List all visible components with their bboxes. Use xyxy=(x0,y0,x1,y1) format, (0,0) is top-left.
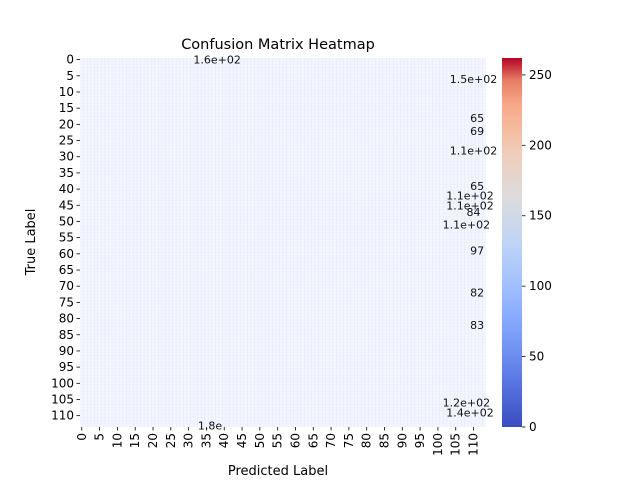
y-tick-label: 60 xyxy=(59,247,74,261)
x-tick-label: 65 xyxy=(306,433,320,448)
x-tick-label: 105 xyxy=(449,433,463,456)
y-axis-label: True Label xyxy=(24,209,39,277)
x-tick-label: 75 xyxy=(342,433,356,448)
x-tick-label: 0 xyxy=(75,433,89,441)
colorbar-tick-label: 150 xyxy=(529,209,552,223)
x-tick-label: 110 xyxy=(467,433,481,456)
cell-annotation: 1.1e+02 xyxy=(450,144,497,157)
x-tick-label: 70 xyxy=(324,433,338,448)
y-tick-label: 50 xyxy=(59,214,74,228)
y-tick-label: 20 xyxy=(59,117,74,131)
x-tick-label: 25 xyxy=(164,433,178,448)
cell-annotation: 1.1e+02 xyxy=(443,219,490,232)
x-tick-label: 95 xyxy=(413,433,427,448)
cell-annotation: 1.1e+02 xyxy=(446,199,493,212)
x-tick-label: 100 xyxy=(431,433,445,456)
y-axis-ticks: 0 5 10 15 20 25 30 35 40 45 50 55 60 65 70 75 80 85 90 95 10… xyxy=(51,53,80,423)
y-tick-label: 0 xyxy=(66,53,74,67)
x-tick-label: 30 xyxy=(182,433,196,448)
x-tick-label: 20 xyxy=(146,433,160,448)
cell-annotation: 65 xyxy=(470,180,484,193)
x-tick-label: 50 xyxy=(253,433,267,448)
y-tick-label: 45 xyxy=(59,198,74,212)
y-tick-label: 55 xyxy=(59,231,74,245)
y-tick-label: 100 xyxy=(51,376,74,390)
cell-annotations: 1.6e+021.5e+0265691.1e+02651.1e+021.1e+0… xyxy=(193,54,497,433)
cell-annotation: 1.8e xyxy=(198,419,222,432)
cell-annotation: 1.4e+02 xyxy=(446,406,493,419)
x-tick-label: 55 xyxy=(271,433,285,448)
colorbar-tick-label: 0 xyxy=(529,420,537,434)
cell-annotation: 1.1e+02 xyxy=(446,190,493,203)
y-tick-label: 105 xyxy=(51,392,74,406)
y-tick-label: 75 xyxy=(59,295,74,309)
colorbar-tick-label: 200 xyxy=(529,138,552,152)
y-tick-label: 40 xyxy=(59,182,74,196)
y-tick-label: 90 xyxy=(59,344,74,358)
heatmap-area xyxy=(80,58,486,427)
x-axis-ticks: 0 5 10 15 20 25 30 35 40 45 50 55 60 65 70 75 80 85 90 95 10… xyxy=(75,427,481,456)
x-tick-label: 35 xyxy=(199,433,213,448)
cell-annotation: 84 xyxy=(467,206,481,219)
y-tick-label: 10 xyxy=(59,85,74,99)
colorbar xyxy=(502,58,522,427)
x-tick-label: 10 xyxy=(110,433,124,448)
cell-annotation: 83 xyxy=(470,319,484,332)
cell-annotation: 1.2e+02 xyxy=(443,397,490,410)
colorbar-tick-label: 250 xyxy=(529,68,552,82)
cell-annotation: 69 xyxy=(470,125,484,138)
colorbar-ticks: 0 50 100 150 200 250 xyxy=(522,68,552,434)
y-tick-label: 110 xyxy=(51,409,74,423)
y-tick-label: 5 xyxy=(66,69,74,83)
y-tick-label: 25 xyxy=(59,134,74,148)
cell-annotation: 97 xyxy=(470,245,484,258)
x-tick-label: 90 xyxy=(395,433,409,448)
colorbar-tick-label: 50 xyxy=(529,350,544,364)
cell-annotation: 82 xyxy=(470,287,484,300)
x-tick-label: 80 xyxy=(360,433,374,448)
y-tick-label: 85 xyxy=(59,328,74,342)
cell-annotation: 1.6e+02 xyxy=(193,54,240,67)
y-tick-label: 80 xyxy=(59,312,74,326)
cell-annotation: 1.5e+02 xyxy=(450,73,497,86)
y-tick-label: 30 xyxy=(59,150,74,164)
colorbar-tick-label: 100 xyxy=(529,279,552,293)
y-tick-label: 35 xyxy=(59,166,74,180)
x-tick-label: 45 xyxy=(235,433,249,448)
cell-annotation: 65 xyxy=(470,112,484,125)
x-tick-label: 85 xyxy=(378,433,392,448)
x-tick-label: 5 xyxy=(93,433,107,441)
y-tick-label: 70 xyxy=(59,279,74,293)
x-tick-label: 60 xyxy=(288,433,302,448)
y-tick-label: 95 xyxy=(59,360,74,374)
x-axis-label: Predicted Label xyxy=(228,464,328,479)
chart-title: Confusion Matrix Heatmap xyxy=(181,37,375,53)
x-tick-label: 15 xyxy=(128,433,142,448)
y-tick-label: 15 xyxy=(59,101,74,115)
y-tick-label: 65 xyxy=(59,263,74,277)
x-tick-label: 40 xyxy=(217,433,231,448)
